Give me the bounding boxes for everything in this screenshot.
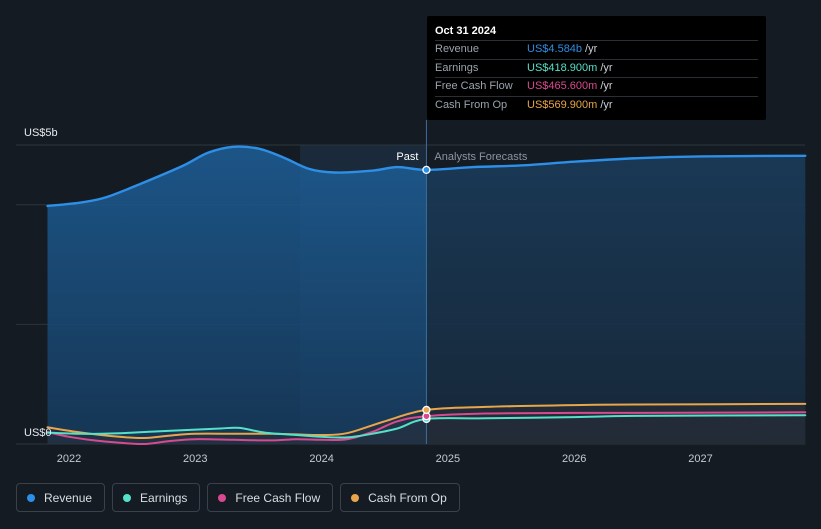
legend-label: Revenue: [44, 490, 93, 505]
tooltip-unit: /yr: [600, 98, 613, 111]
legend-dot-icon: [123, 493, 132, 502]
legend-label: Free Cash Flow: [235, 490, 321, 505]
tooltip-row-cash-from-op: Cash From Op US$569.900m /yr: [435, 95, 758, 115]
tooltip-value: US$465.600m: [527, 80, 598, 92]
tooltip-label: Revenue: [435, 43, 480, 55]
tooltip-unit: /yr: [600, 61, 613, 74]
tooltip-value: US$418.900m: [527, 61, 598, 74]
legend-item-free-cash-flow[interactable]: Free Cash Flow: [207, 483, 334, 512]
tooltip-label: Free Cash Flow: [435, 80, 513, 92]
x-tick-label: 2024: [309, 453, 333, 465]
legend-label: Cash From Op: [368, 490, 447, 505]
revenue-forecast-area: [426, 155, 806, 445]
legend-item-earnings[interactable]: Earnings: [112, 483, 201, 512]
free-cash-flow-line[interactable]: [46, 411, 807, 446]
legend-dot-icon: [351, 493, 360, 502]
legend-item-cash-from-op[interactable]: Cash From Op: [340, 483, 460, 512]
tooltip-unit: /yr: [600, 80, 613, 92]
legend-dot-icon: [27, 493, 35, 502]
tooltip-value: US$569.900m: [527, 98, 598, 111]
past-label: Past: [396, 151, 418, 163]
tooltip-date: Oct 31 2024: [435, 25, 497, 37]
x-tick-label: 2022: [57, 453, 81, 465]
y-axis-top-label: US$5b: [24, 127, 58, 139]
y-axis-bottom-label: US$0: [24, 427, 52, 439]
x-tick-label: 2023: [183, 453, 207, 465]
chart-legend: Revenue Earnings Free Cash Flow Cash Fro…: [16, 483, 460, 512]
data-tooltip: Oct 31 2024 Revenue US$4.584b /yr Earnin…: [427, 16, 766, 120]
x-tick-label: 2025: [436, 453, 460, 465]
tooltip-label: Cash From Op: [435, 98, 508, 111]
legend-label: Earnings: [140, 490, 188, 505]
tooltip-unit: /yr: [585, 43, 598, 55]
earnings-line[interactable]: [46, 414, 807, 439]
forecast-label: Analysts Forecasts: [434, 151, 527, 163]
tooltip-row-earnings: Earnings US$418.900m /yr: [435, 58, 758, 78]
legend-dot-icon: [218, 493, 227, 502]
tooltip-row-free-cash-flow: Free Cash Flow US$465.600m /yr: [435, 77, 758, 96]
tooltip-label: Earnings: [435, 61, 479, 74]
cash-from-op-line[interactable]: [46, 402, 807, 440]
revenue-marker[interactable]: [422, 165, 431, 175]
revenue-line[interactable]: [46, 145, 807, 208]
cash-from-op-marker[interactable]: [422, 405, 431, 415]
x-tick-label: 2026: [562, 453, 586, 465]
tooltip-value: US$4.584b: [527, 43, 583, 55]
tooltip-row-revenue: Revenue US$4.584b /yr: [435, 40, 758, 59]
x-tick-label: 2027: [688, 453, 712, 465]
revenue-past-area: [47, 146, 427, 444]
legend-item-revenue[interactable]: Revenue: [16, 483, 106, 512]
